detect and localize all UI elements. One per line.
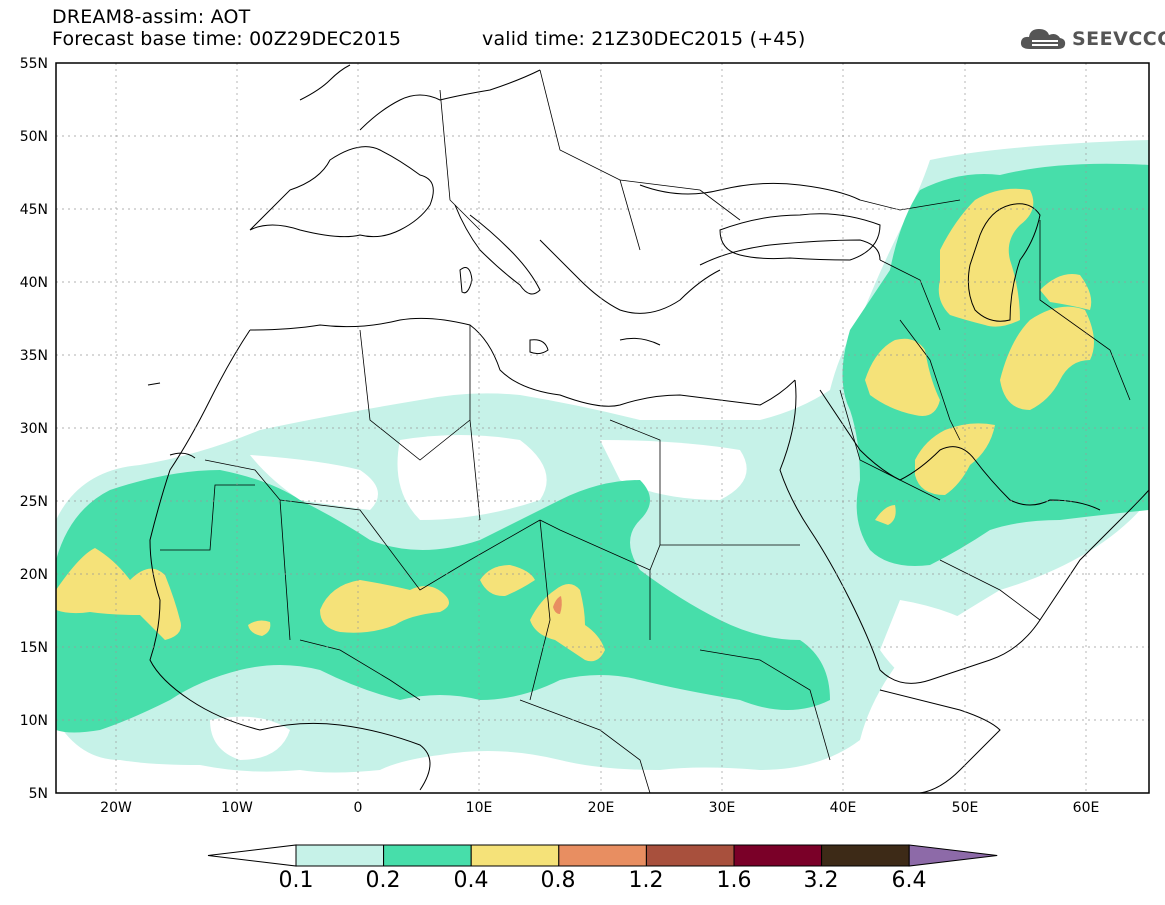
colorbar bbox=[207, 844, 998, 867]
colorbar-segment bbox=[908, 844, 998, 867]
lat-label: 25N bbox=[20, 494, 48, 510]
lat-label: 5N bbox=[29, 786, 48, 802]
lon-label: 10W bbox=[221, 800, 253, 816]
latitude-axis: 55N 50N 45N 40N 35N 30N 25N 20N 15N 10N … bbox=[20, 56, 48, 802]
colorbar-segment bbox=[821, 844, 910, 867]
map-header: DREAM8-assim: AOT Forecast base time: 00… bbox=[52, 6, 805, 50]
colorbar-segment bbox=[558, 844, 647, 867]
coastlines bbox=[147, 64, 1149, 793]
valid-time: valid time: 21Z30DEC2015 (+45) bbox=[482, 28, 806, 50]
forecast-base-time: Forecast base time: 00Z29DEC2015 bbox=[52, 28, 402, 50]
map-frame bbox=[55, 62, 1150, 794]
aot-band-0.4-0.8-3 bbox=[480, 565, 535, 597]
colorbar-label: 1.6 bbox=[716, 868, 752, 893]
colorbar-segment bbox=[295, 844, 385, 867]
lat-label: 20N bbox=[20, 567, 48, 583]
colorbar-label: 1.2 bbox=[628, 868, 664, 893]
aot-band-0.4-0.8-6 bbox=[938, 188, 1034, 327]
aot-band-0.4-0.8-2 bbox=[320, 580, 449, 633]
colorbar-labels: 0.1 0.2 0.4 0.8 1.2 1.6 3.2 6.4 bbox=[0, 868, 1165, 898]
aot-band-0.4-0.8-8 bbox=[1000, 306, 1094, 410]
logo-text: SEEVCCC bbox=[1072, 28, 1165, 50]
aot-band-0.4-0.8-7 bbox=[865, 338, 940, 416]
lat-label: 45N bbox=[20, 202, 48, 218]
lat-label: 40N bbox=[20, 275, 48, 291]
seevccc-logo: SEEVCCC bbox=[1018, 25, 1165, 53]
lon-label: 60E bbox=[1073, 800, 1100, 816]
longitude-axis: 20W 10W 0 10E 20E 30E 40E 50E 60E bbox=[100, 800, 1099, 816]
colorbar-segment bbox=[733, 844, 823, 867]
lon-label: 0 bbox=[354, 800, 363, 816]
aot-band-0.8-1.2 bbox=[553, 596, 562, 614]
product-title: DREAM8-assim: AOT bbox=[52, 6, 251, 28]
aot-band-0.4-0.8-5 bbox=[248, 620, 271, 636]
graticule bbox=[56, 63, 1149, 793]
colorbar-segment bbox=[645, 844, 735, 867]
lon-label: 10E bbox=[466, 800, 493, 816]
aot-band-0.4-0.8-1 bbox=[56, 548, 181, 640]
lat-label: 15N bbox=[20, 640, 48, 656]
lat-label: 55N bbox=[20, 56, 48, 72]
cloud-icon bbox=[1020, 29, 1066, 49]
colorbar-label: 0.8 bbox=[540, 868, 576, 893]
aot-band-0.4-0.8-4 bbox=[530, 584, 605, 662]
colorbar-label: 3.2 bbox=[803, 868, 839, 893]
lon-label: 30E bbox=[709, 800, 736, 816]
aot-field bbox=[56, 64, 1149, 793]
lon-label: 20W bbox=[100, 800, 132, 816]
colorbar-label: 0.4 bbox=[453, 868, 489, 893]
colorbar-segment bbox=[207, 844, 297, 867]
country-borders bbox=[160, 69, 1131, 793]
lon-label: 50E bbox=[952, 800, 979, 816]
lat-label: 35N bbox=[20, 348, 48, 364]
colorbar-segment bbox=[470, 844, 560, 867]
aot-band-0.4-0.8-10 bbox=[875, 505, 896, 525]
aot-band-0.4-0.8-9 bbox=[915, 423, 995, 495]
lon-label: 20E bbox=[588, 800, 615, 816]
lat-label: 10N bbox=[20, 713, 48, 729]
colorbar-segment bbox=[383, 844, 472, 867]
lat-label: 30N bbox=[20, 421, 48, 437]
colorbar-label: 6.4 bbox=[891, 868, 927, 893]
lat-label: 50N bbox=[20, 129, 48, 145]
colorbar-label: 0.1 bbox=[278, 868, 314, 893]
colorbar-label: 0.2 bbox=[365, 868, 401, 893]
aot-band-0.4-0.8-11 bbox=[1040, 274, 1092, 310]
lon-label: 40E bbox=[830, 800, 857, 816]
